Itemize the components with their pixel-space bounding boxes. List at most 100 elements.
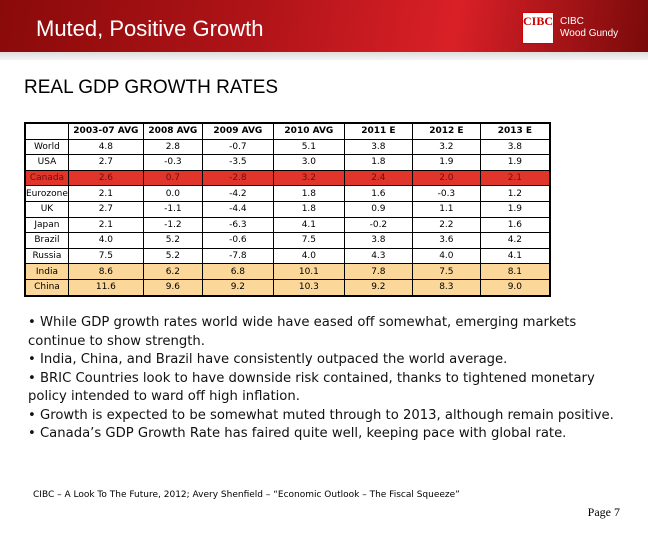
table-cell: -4.4 <box>201 200 274 218</box>
table-cell: 3.8 <box>343 138 413 156</box>
table-cell: 1.8 <box>272 185 345 202</box>
table-cell: 2.4 <box>343 169 413 187</box>
page-number: Page 7 <box>587 505 620 519</box>
table-row: Russia 7.5 5.2 -7.8 4.0 4.3 4.0 4.1 <box>24 247 551 265</box>
table-cell: 4.0 <box>411 247 481 265</box>
table-header-row: 2003-07 AVG 2008 AVG 2009 AVG 2010 AVG 2011 … <box>24 122 551 140</box>
row-label: Eurozone <box>24 185 69 202</box>
table-cell: 1.8 <box>343 154 413 171</box>
row-label: USA <box>24 154 69 171</box>
row-label: Japan <box>24 216 69 234</box>
table-row: Brazil 4.0 5.2 -0.6 7.5 3.8 3.6 4.2 <box>24 232 551 249</box>
source-citation: CIBC – A Look To The Future, 2012; Avery… <box>33 490 460 500</box>
table-cell: 3.6 <box>411 232 481 249</box>
table-cell: 8.1 <box>479 263 551 280</box>
table-row: Japan 2.1 -1.2 -6.3 4.1 -0.2 2.2 1.6 <box>24 216 551 234</box>
table-cell: 0.7 <box>142 169 203 187</box>
row-label: Canada <box>24 169 69 187</box>
row-label: India <box>24 263 69 280</box>
table-cell: 1.1 <box>411 200 481 218</box>
logo-line1: CIBC <box>560 16 584 27</box>
table-cell: 8.3 <box>411 278 481 297</box>
column-header: 2009 AVG <box>201 122 274 140</box>
table-cell: 4.1 <box>479 247 551 265</box>
slide-title: Muted, Positive Growth <box>36 16 264 41</box>
section-heading: REAL GDP GROWTH RATES <box>24 77 279 98</box>
table-cell: 1.2 <box>479 185 551 202</box>
row-label: Russia <box>24 247 69 265</box>
table-row: China 11.6 9.6 9.2 10.3 9.2 8.3 9.0 <box>24 278 551 297</box>
table-cell: -2.8 <box>201 169 274 187</box>
table-cell: 2.0 <box>411 169 481 187</box>
table-cell: 9.2 <box>343 278 413 297</box>
table-cell: 7.5 <box>272 232 345 249</box>
table-cell: 3.8 <box>479 138 551 156</box>
table-cell: 5.2 <box>142 232 203 249</box>
bullet-item: • India, China, and Brazil have consiste… <box>28 352 508 367</box>
table-cell: 7.8 <box>343 263 413 280</box>
table-row: Canada 2.6 0.7 -2.8 3.2 2.4 2.0 2.1 <box>24 169 551 187</box>
table-cell: 5.2 <box>142 247 203 265</box>
table-cell: 11.6 <box>67 278 144 297</box>
table-cell: 7.5 <box>411 263 481 280</box>
table-cell: 4.8 <box>67 138 144 156</box>
row-label: Brazil <box>24 232 69 249</box>
table-cell: 9.0 <box>479 278 551 297</box>
table-cell: 3.2 <box>411 138 481 156</box>
table-cell: 2.1 <box>67 185 144 202</box>
table-cell: 6.8 <box>201 263 274 280</box>
table-cell: 2.8 <box>142 138 203 156</box>
bullet-item: • Growth is expected to be somewhat mute… <box>28 407 614 423</box>
column-header: 2010 AVG <box>272 122 345 140</box>
column-header: 2011 E <box>343 122 413 140</box>
table-row: World 4.8 2.8 -0.7 5.1 3.8 3.2 3.8 <box>24 138 551 156</box>
table-cell: 4.0 <box>67 232 144 249</box>
table-cell: 4.1 <box>272 216 345 234</box>
table-cell: 10.3 <box>272 278 345 297</box>
table-cell: 3.8 <box>343 232 413 249</box>
table-cell: 1.6 <box>479 216 551 234</box>
table-cell: -7.8 <box>201 247 274 265</box>
table-cell: -1.2 <box>142 216 203 234</box>
gdp-table: 2003-07 AVG 2008 AVG 2009 AVG 2010 AVG 2011 … <box>24 122 551 297</box>
bullet-list: • While GDP growth rates world wide have… <box>28 314 618 444</box>
table-cell: -4.2 <box>201 185 274 202</box>
row-label: UK <box>24 200 69 218</box>
banner-divider <box>0 52 648 60</box>
bullet-item: • Canada’s GDP Growth Rate has faired qu… <box>28 426 567 441</box>
table-cell: 2.7 <box>67 200 144 218</box>
column-header <box>24 122 69 140</box>
table-cell: -0.6 <box>201 232 274 249</box>
table-cell: -0.3 <box>142 154 203 171</box>
column-header: 2013 E <box>479 122 551 140</box>
column-header: 2012 E <box>411 122 481 140</box>
table-cell: 1.6 <box>343 185 413 202</box>
bullet-item: • While GDP growth rates world wide have… <box>28 315 577 349</box>
table-cell: -0.7 <box>201 138 274 156</box>
table-cell: 8.6 <box>67 263 144 280</box>
table-cell: 10.1 <box>272 263 345 280</box>
table-cell: 0.0 <box>142 185 203 202</box>
table-cell: 4.3 <box>343 247 413 265</box>
row-label: World <box>24 138 69 156</box>
table-cell: 2.2 <box>411 216 481 234</box>
table-cell: 3.0 <box>272 154 345 171</box>
logo-line2: Wood Gundy <box>560 28 619 39</box>
table-cell: 9.2 <box>201 278 274 297</box>
table-cell: -3.5 <box>201 154 274 171</box>
table-row: India 8.6 6.2 6.8 10.1 7.8 7.5 8.1 <box>24 263 551 280</box>
table-cell: 2.1 <box>67 216 144 234</box>
table-cell: 2.7 <box>67 154 144 171</box>
table-cell: 4.0 <box>272 247 345 265</box>
table-cell: -6.3 <box>201 216 274 234</box>
table-cell: 1.9 <box>411 154 481 171</box>
table-row: Eurozone 2.1 0.0 -4.2 1.8 1.6 -0.3 1.2 <box>24 185 551 202</box>
table-cell: -0.3 <box>411 185 481 202</box>
cibc-logo: CIBC CIBC Wood Gundy <box>522 12 618 44</box>
cibc-logo-mark: CIBC <box>522 12 554 44</box>
table-row: UK 2.7 -1.1 -4.4 1.8 0.9 1.1 1.9 <box>24 200 551 218</box>
table-cell: 6.2 <box>142 263 203 280</box>
bullet-item: • BRIC Countries look to have downside r… <box>28 370 595 405</box>
table-row: USA 2.7 -0.3 -3.5 3.0 1.8 1.9 1.9 <box>24 154 551 171</box>
table-cell: 7.5 <box>67 247 144 265</box>
